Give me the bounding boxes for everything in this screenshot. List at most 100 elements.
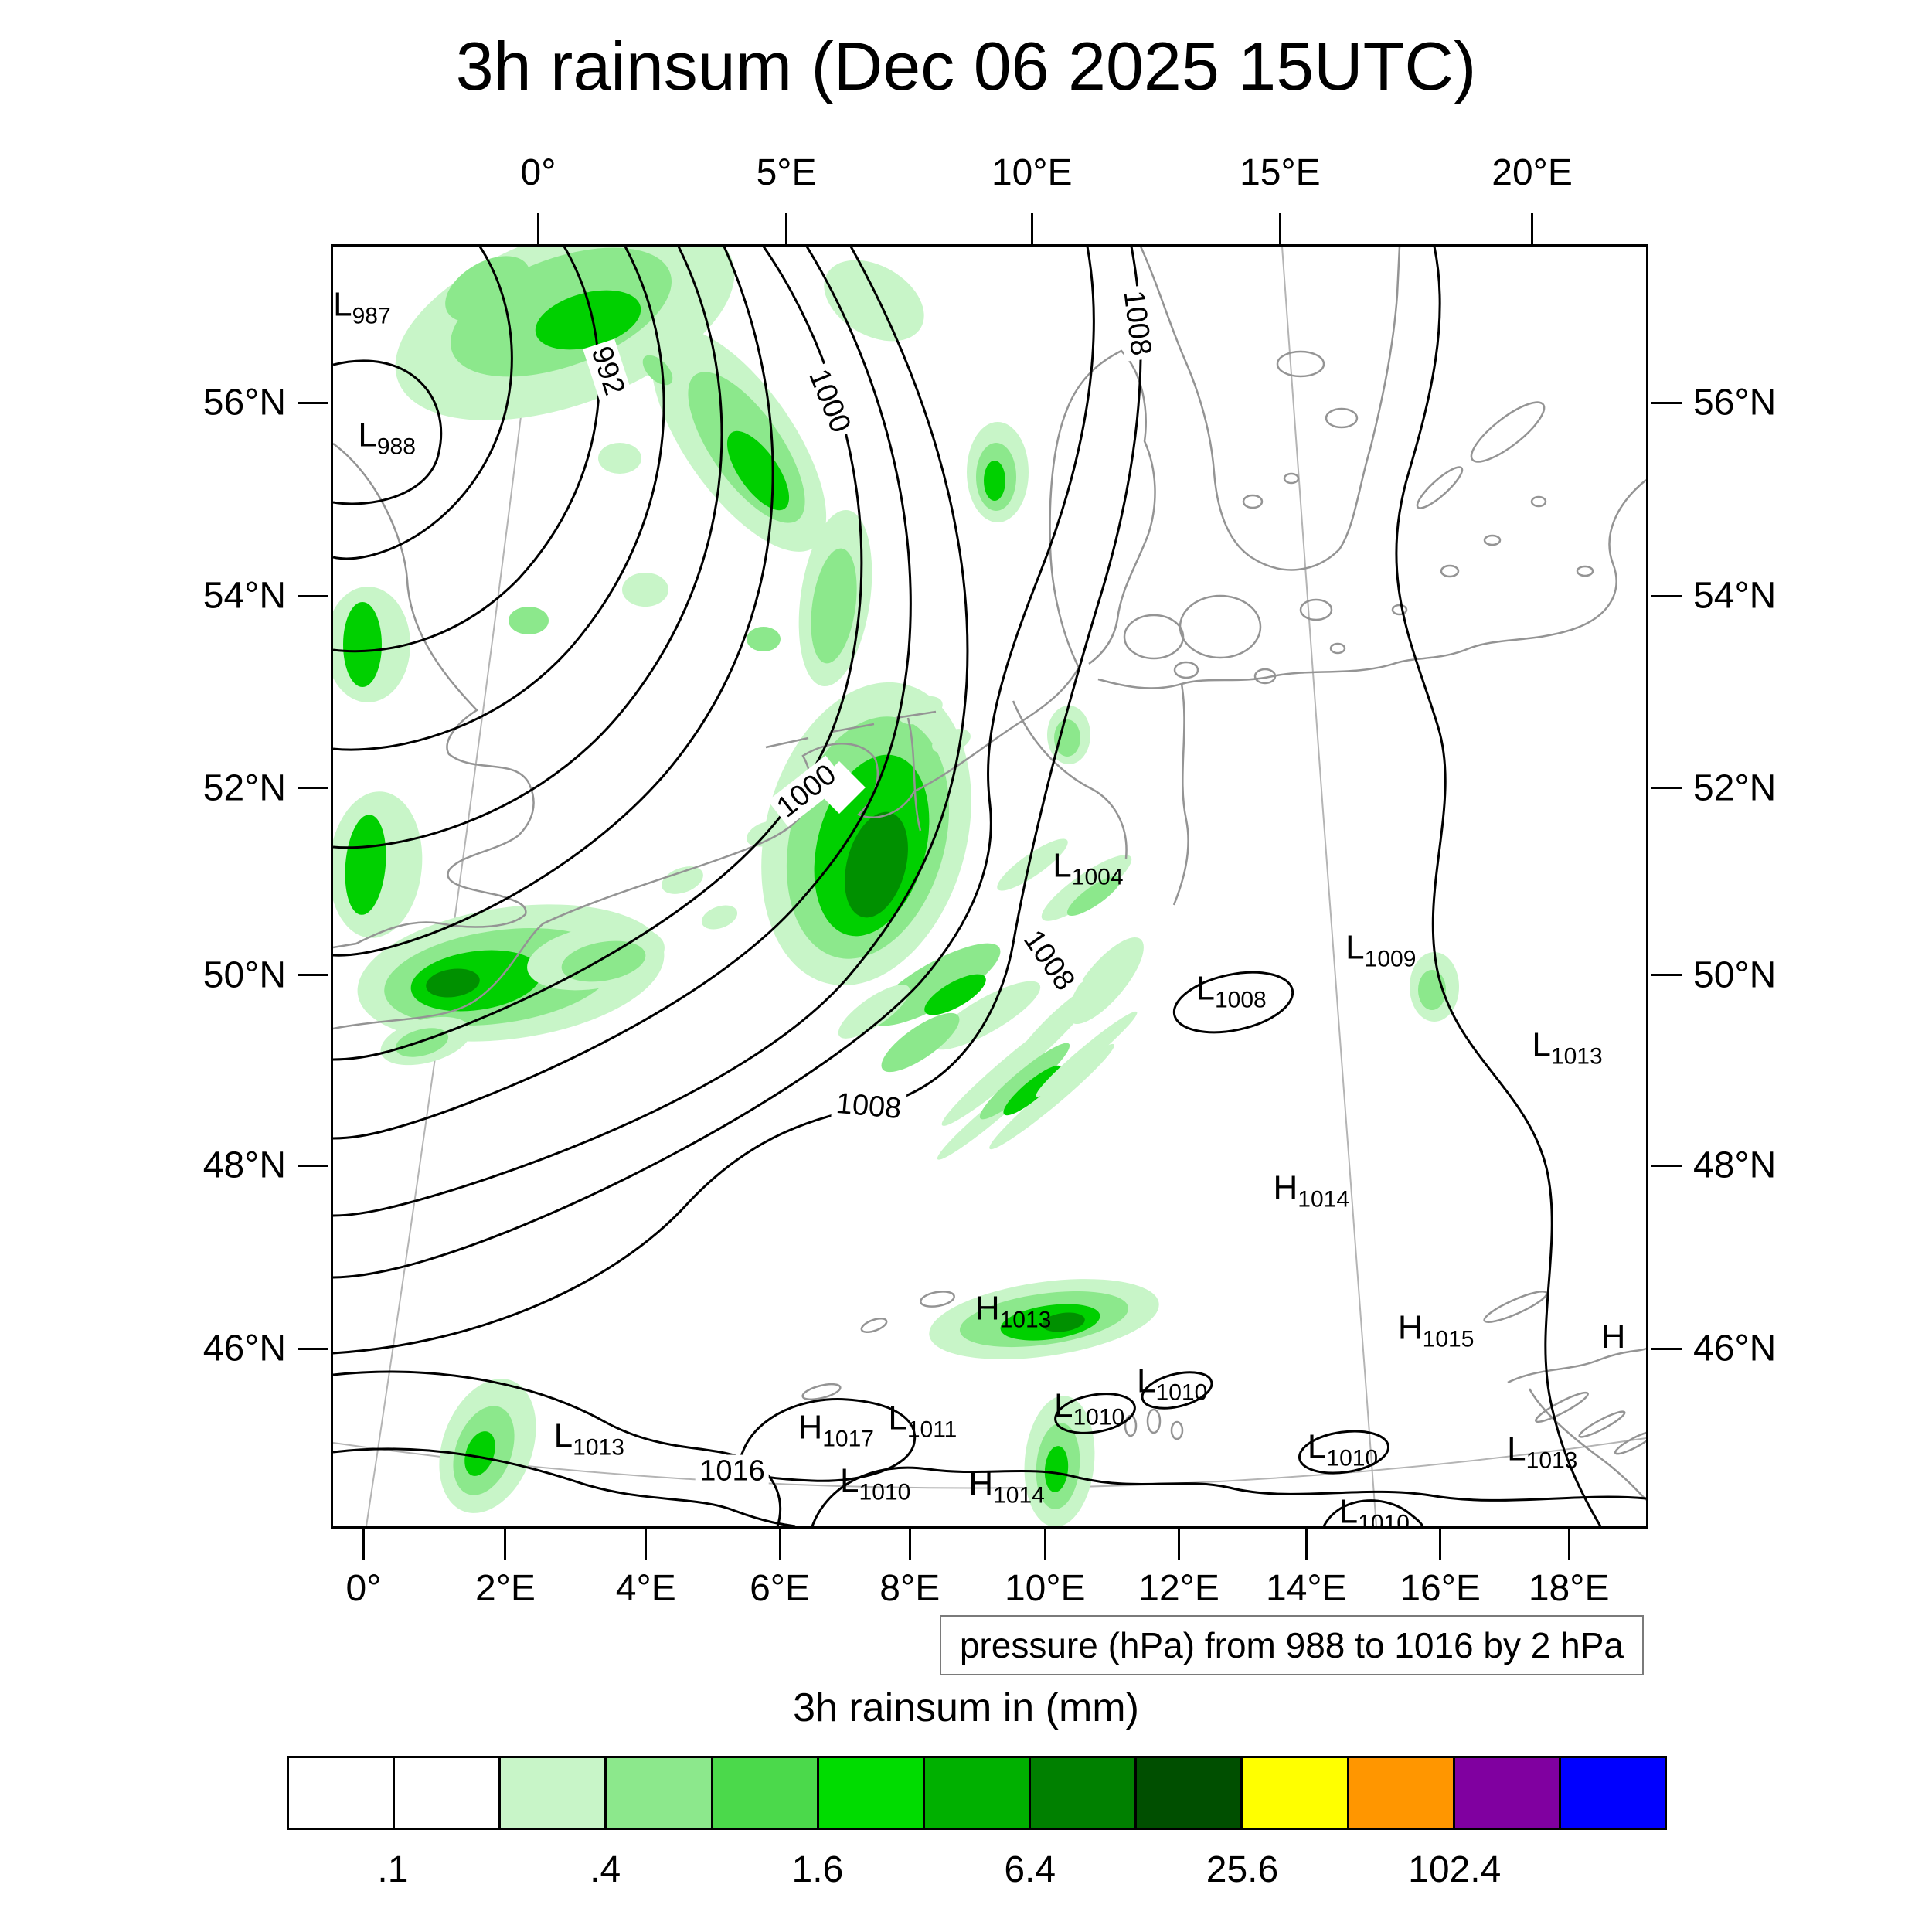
colorbar-cell — [816, 1758, 923, 1828]
pressure-marker: L1013 — [553, 1417, 624, 1461]
axis-tick-right — [1651, 1164, 1682, 1167]
axis-tick-right — [1651, 401, 1682, 404]
axis-label-lat-left: 56°N — [202, 382, 286, 423]
pressure-marker: L1010 — [1137, 1362, 1208, 1406]
colorbar-title: 3h rainsum in (mm) — [793, 1685, 1139, 1730]
axis-label-lat-right: 48°N — [1693, 1145, 1777, 1186]
pressure-marker: H1014 — [1273, 1168, 1350, 1213]
axis-tick-bottom — [645, 1529, 648, 1560]
axis-tick-left — [298, 787, 328, 790]
colorbar-cell — [710, 1758, 817, 1828]
colorbar-tick-label: 6.4 — [1004, 1849, 1056, 1890]
axis-tick-bottom — [778, 1529, 781, 1560]
axis-label-lon-top: 0° — [520, 152, 556, 193]
rain-shading — [333, 247, 1459, 1526]
colorbar-cell — [1452, 1758, 1559, 1828]
axis-tick-bottom — [1043, 1529, 1046, 1560]
axis-label-lon-top: 5°E — [756, 152, 817, 193]
axis-tick-top — [785, 213, 788, 244]
axis-tick-bottom — [908, 1529, 911, 1560]
isobar-contour-label: 1016 — [696, 1454, 769, 1488]
axis-label-lat-right: 54°N — [1693, 575, 1777, 617]
axis-tick-left — [298, 1164, 328, 1167]
pressure-marker: L988 — [358, 416, 416, 460]
axis-label-lat-left: 50°N — [202, 954, 286, 996]
colorbar-cell — [289, 1758, 393, 1828]
axis-tick-right — [1651, 1347, 1682, 1350]
pressure-marker: L1010 — [1307, 1427, 1379, 1471]
axis-tick-right — [1651, 787, 1682, 790]
colorbar-tick-label: 1.6 — [791, 1849, 844, 1890]
axis-tick-bottom — [1439, 1529, 1442, 1560]
axis-label-lat-right: 50°N — [1693, 954, 1777, 996]
pressure-marker: L1004 — [1053, 846, 1124, 890]
pressure-marker: L987 — [333, 285, 391, 329]
colorbar-cell — [1029, 1758, 1135, 1828]
pressure-marker: L1013 — [1532, 1026, 1603, 1070]
isobars — [333, 247, 1646, 1526]
colorbar-cell — [604, 1758, 711, 1828]
axis-tick-bottom — [362, 1529, 365, 1560]
axis-tick-top — [1531, 213, 1534, 244]
axis-label-lat-left: 48°N — [202, 1145, 286, 1186]
axis-label-lat-left: 52°N — [202, 767, 286, 809]
colorbar-tick-label: .1 — [377, 1849, 409, 1890]
colorbar-cell — [498, 1758, 605, 1828]
pressure-marker: L1010 — [840, 1461, 911, 1505]
axis-tick-bottom — [1178, 1529, 1181, 1560]
axis-tick-bottom — [1304, 1529, 1308, 1560]
axis-label-lat-left: 54°N — [202, 575, 286, 617]
pressure-marker: L1009 — [1345, 928, 1417, 972]
axis-label-lon-bottom: 0° — [345, 1568, 382, 1609]
axis-label-lon-bottom: 14°E — [1266, 1568, 1347, 1609]
axis-label-lat-left: 46°N — [202, 1328, 286, 1369]
axis-label-lon-top: 20°E — [1492, 152, 1573, 193]
axis-label-lon-bottom: 18°E — [1528, 1568, 1610, 1609]
pressure-marker: H1015 — [1397, 1308, 1475, 1352]
colorbar-cell — [1134, 1758, 1241, 1828]
axis-tick-right — [1651, 594, 1682, 597]
pressure-marker: H — [1600, 1317, 1626, 1355]
axis-tick-top — [1030, 213, 1033, 244]
pressure-marker: H1013 — [975, 1289, 1052, 1333]
axis-tick-left — [298, 594, 328, 597]
axis-label-lon-bottom: 8°E — [879, 1568, 940, 1609]
axis-label-lat-right: 46°N — [1693, 1328, 1777, 1369]
axis-tick-bottom — [1567, 1529, 1570, 1560]
colorbar-cell — [1240, 1758, 1347, 1828]
colorbar-cell — [1346, 1758, 1453, 1828]
axis-tick-right — [1651, 974, 1682, 977]
colorbar-tick-label: 102.4 — [1408, 1849, 1502, 1890]
colorbar — [287, 1756, 1667, 1830]
axis-tick-bottom — [504, 1529, 507, 1560]
axis-label-lon-bottom: 6°E — [750, 1568, 810, 1609]
axis-label-lon-bottom: 16°E — [1400, 1568, 1481, 1609]
pressure-marker: H1014 — [968, 1464, 1045, 1509]
axis-tick-top — [1278, 213, 1281, 244]
axis-tick-left — [298, 401, 328, 404]
axis-tick-left — [298, 1347, 328, 1350]
pressure-marker: L1008 — [1196, 969, 1267, 1013]
colorbar-tick-label: 25.6 — [1206, 1849, 1279, 1890]
graticule-lines — [333, 247, 1646, 1526]
axis-label-lon-top: 10°E — [991, 152, 1073, 193]
axis-tick-top — [536, 213, 539, 244]
axis-label-lon-bottom: 2°E — [475, 1568, 536, 1609]
page-title: 3h rainsum (Dec 06 2025 15UTC) — [455, 28, 1477, 104]
axis-label-lon-bottom: 10°E — [1004, 1568, 1086, 1609]
pressure-marker: L1010 — [1338, 1492, 1410, 1529]
map-frame: L987 L988 L1004 L1008 L1009 L1013 H1014 H1013 H1… — [331, 244, 1648, 1529]
axis-label-lat-right: 56°N — [1693, 382, 1777, 423]
pressure-marker: H1017 — [798, 1408, 874, 1452]
pressure-marker: L1013 — [1507, 1430, 1578, 1474]
map-svg — [333, 247, 1646, 1526]
colorbar-cell — [922, 1758, 1029, 1828]
colorbar-tick-label: .4 — [590, 1849, 621, 1890]
colorbar-cell — [1558, 1758, 1665, 1828]
pressure-marker: L1011 — [888, 1399, 957, 1443]
axis-label-lat-right: 52°N — [1693, 767, 1777, 809]
colorbar-cell — [393, 1758, 499, 1828]
axis-label-lon-top: 15°E — [1240, 152, 1321, 193]
pressure-caption: pressure (hPa) from 988 to 1016 by 2 hPa — [939, 1615, 1644, 1675]
